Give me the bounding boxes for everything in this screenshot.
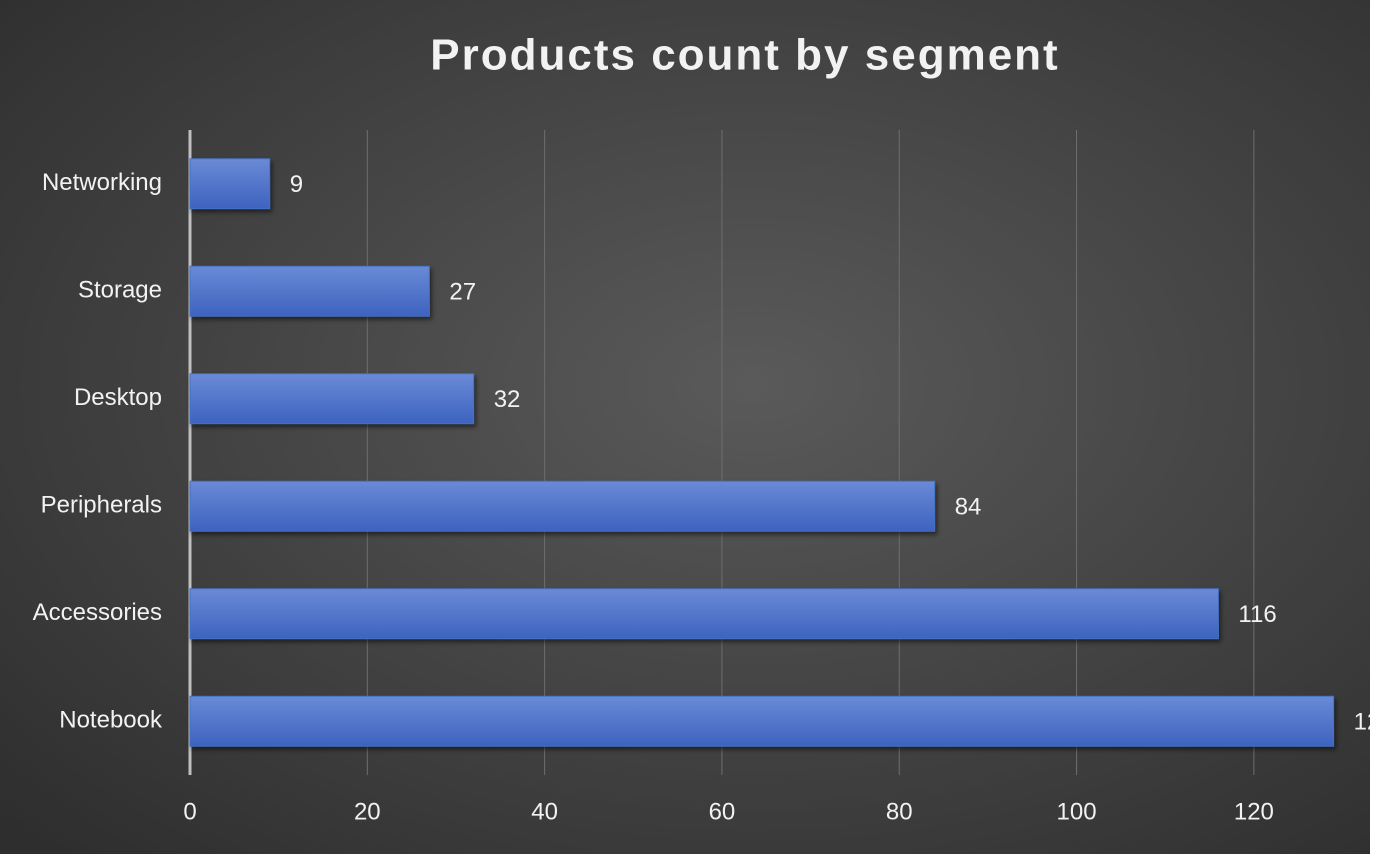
data-label: 27 xyxy=(449,279,476,306)
x-tick-label: 0 xyxy=(183,798,196,825)
x-tick-label: 20 xyxy=(354,798,381,825)
y-tick-label: Notebook xyxy=(59,707,163,734)
x-tick-label: 60 xyxy=(709,798,736,825)
data-label: 32 xyxy=(494,386,521,413)
bar xyxy=(189,265,430,317)
bar xyxy=(189,588,1219,640)
x-tick-label: 100 xyxy=(1057,798,1097,825)
right-edge xyxy=(1370,0,1376,854)
y-tick-label: Peripherals xyxy=(41,492,162,519)
x-tick-label: 120 xyxy=(1234,798,1274,825)
bar xyxy=(189,373,475,425)
y-tick-label: Networking xyxy=(42,169,162,196)
x-tick-label: 40 xyxy=(531,798,558,825)
data-label: 84 xyxy=(955,494,982,521)
chart-title: Products count by segment xyxy=(430,31,1059,80)
y-tick-label: Accessories xyxy=(33,599,162,626)
data-label: 9 xyxy=(290,171,303,198)
bar xyxy=(189,695,1335,747)
y-tick-label: Desktop xyxy=(74,384,162,411)
y-tick-label: Storage xyxy=(78,277,162,304)
x-tick-label: 80 xyxy=(886,798,913,825)
bar xyxy=(189,480,936,532)
bar xyxy=(189,158,271,210)
data-label: 116 xyxy=(1238,601,1276,628)
